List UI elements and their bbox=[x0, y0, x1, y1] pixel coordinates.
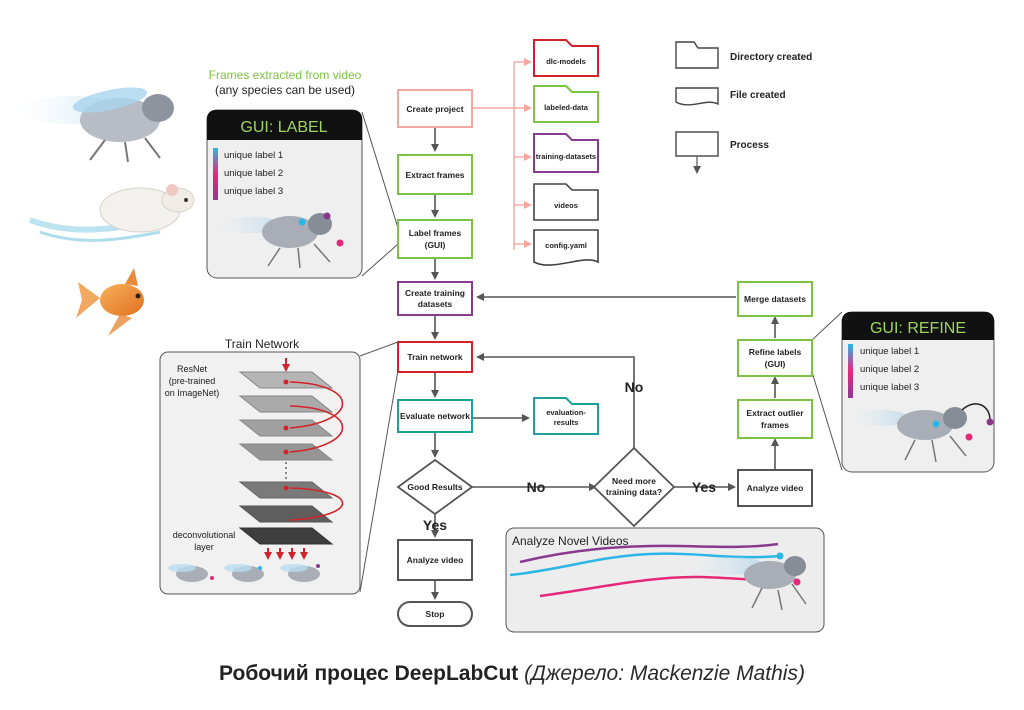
process-refine-labels: Refine labels (GUI) bbox=[737, 339, 813, 377]
fly-image-top bbox=[20, 87, 174, 163]
create-project-label: Create project bbox=[406, 104, 463, 114]
evaluation-results-label-2: results bbox=[554, 418, 579, 427]
process-analyze-video-main: Analyze video bbox=[397, 539, 473, 581]
videos-label: videos bbox=[554, 201, 578, 210]
training-data-label: training data? bbox=[606, 487, 662, 497]
caption-title: Робочий процес DeepLabCut bbox=[219, 662, 519, 685]
evaluate-network-label: Evaluate network bbox=[400, 411, 470, 421]
resnet-label-1: ResNet bbox=[177, 364, 208, 374]
process-create-training-datasets: Create training datasets bbox=[397, 281, 473, 316]
process-create-project: Create project bbox=[397, 89, 473, 128]
gui-refine-title: GUI: REFINE bbox=[870, 320, 966, 337]
gui-refine-item-2: unique label 2 bbox=[860, 364, 919, 375]
gui-label-panel: GUI: LABEL unique label 1 unique label 2… bbox=[206, 109, 363, 279]
gui-label-item-1: unique label 1 bbox=[224, 150, 283, 161]
train-network-panel-title: Train Network bbox=[225, 337, 300, 351]
create-training-datasets-label: datasets bbox=[418, 299, 453, 309]
labeled-data-label: labeled-data bbox=[544, 103, 589, 112]
process-extract-outlier-frames: Extract outlier frames bbox=[737, 399, 813, 439]
legend-process-label: Process bbox=[730, 140, 769, 151]
fly-image-label-panel bbox=[215, 212, 344, 269]
frames-extracted-label: Frames extracted from video bbox=[209, 68, 362, 82]
edge-yes-good-results: Yes bbox=[423, 517, 447, 533]
directory-evaluation-results: evaluation- results bbox=[533, 397, 599, 435]
caption-source: (Джерело: Mackenzie Mathis) bbox=[524, 662, 805, 685]
create-training-label: Create training bbox=[405, 288, 465, 298]
connectors bbox=[359, 58, 843, 600]
process-evaluate-network: Evaluate network bbox=[397, 399, 473, 433]
gui-refine-item-3: unique label 3 bbox=[860, 382, 919, 393]
process-merge-datasets: Merge datasets bbox=[737, 281, 813, 317]
config-yaml-label: config.yaml bbox=[545, 241, 587, 250]
refine-color-bar bbox=[848, 344, 853, 398]
evaluation-results-label-1: evaluation- bbox=[546, 408, 586, 417]
dlc-models-label: dlc-models bbox=[546, 57, 586, 66]
extract-outlier-frames-label: frames bbox=[761, 420, 789, 430]
directory-labeled-data: labeled-data bbox=[533, 85, 599, 123]
process-analyze-video-right: Analyze video bbox=[737, 469, 813, 507]
good-results-label: Good Results bbox=[407, 482, 463, 492]
mouse-image bbox=[28, 184, 195, 242]
directory-dlc-models: dlc-models bbox=[533, 39, 599, 77]
legend-process-icon bbox=[675, 131, 719, 157]
refine-labels-gui-label: (GUI) bbox=[765, 359, 786, 369]
resnet-label-3: on ImageNet) bbox=[165, 388, 220, 398]
extract-outlier-label: Extract outlier bbox=[746, 408, 804, 418]
directory-training-datasets: training-datasets bbox=[533, 133, 599, 173]
trajectory-cyan bbox=[509, 552, 781, 577]
deconv-label-2: layer bbox=[194, 542, 214, 552]
gui-refine-item-1: unique label 1 bbox=[860, 346, 919, 357]
extract-frames-label: Extract frames bbox=[405, 170, 464, 180]
refine-labels-label: Refine labels bbox=[749, 347, 802, 357]
process-extract-frames: Extract frames bbox=[397, 154, 473, 195]
goldfish-image bbox=[76, 268, 144, 336]
directory-videos: videos bbox=[533, 183, 599, 221]
edge-yes-need-more: Yes bbox=[692, 479, 716, 495]
edge-no-need-more: No bbox=[625, 379, 644, 395]
analyze-video-right-label: Analyze video bbox=[747, 483, 804, 493]
label-color-bar bbox=[213, 148, 218, 200]
gui-label-item-2: unique label 2 bbox=[224, 168, 283, 179]
legend-file-icon bbox=[675, 87, 719, 106]
resnet-label-2: (pre-trained bbox=[169, 376, 216, 386]
any-species-label: (any species can be used) bbox=[215, 83, 355, 97]
train-network-label: Train network bbox=[407, 352, 463, 362]
training-datasets-label: training-datasets bbox=[536, 152, 596, 161]
legend-file-label: File created bbox=[730, 90, 786, 101]
train-network-panel: Train Network ResNet (pre-trained on Ima… bbox=[159, 337, 361, 595]
legend-directory-label: Directory created bbox=[730, 52, 812, 63]
decision-good-results: Good Results bbox=[396, 458, 474, 516]
gui-label-item-3: unique label 3 bbox=[224, 186, 283, 197]
legend: Directory created File created Process bbox=[675, 41, 812, 174]
process-train-network: Train network bbox=[397, 341, 473, 373]
fly-thumbnails bbox=[168, 564, 320, 582]
label-frames-gui-label: (GUI) bbox=[425, 240, 446, 250]
edge-no-good-results: No bbox=[527, 479, 546, 495]
deeplabcut-workflow-diagram: Frames extracted from video (any species… bbox=[20, 39, 995, 633]
analyze-video-main-label: Analyze video bbox=[407, 555, 464, 565]
stop-label: Stop bbox=[426, 609, 445, 619]
analyze-novel-videos-panel: Analyze Novel Videos bbox=[505, 527, 825, 633]
process-label-frames: Label frames (GUI) bbox=[397, 219, 473, 259]
file-config-yaml: config.yaml bbox=[533, 229, 599, 266]
fly-image-analyze-panel bbox=[694, 552, 807, 611]
figure-caption: Робочий процес DeepLabCut (Джерело: Mack… bbox=[0, 662, 1024, 686]
merge-datasets-label: Merge datasets bbox=[744, 294, 806, 304]
legend-directory-icon bbox=[675, 41, 719, 69]
decision-need-more-training-data: Need more training data? bbox=[592, 446, 676, 528]
analyze-novel-videos-title: Analyze Novel Videos bbox=[512, 534, 629, 548]
network-layers bbox=[238, 358, 344, 560]
gui-refine-panel: GUI: REFINE unique label 1 unique label … bbox=[841, 311, 995, 473]
fly-image-refine-panel bbox=[850, 403, 994, 463]
trajectory-purple bbox=[519, 542, 779, 564]
deconv-label-1: deconvolutional bbox=[173, 530, 236, 540]
terminal-stop: Stop bbox=[397, 601, 473, 627]
label-frames-label: Label frames bbox=[409, 228, 462, 238]
need-more-label: Need more bbox=[612, 476, 656, 486]
gui-label-title: GUI: LABEL bbox=[240, 119, 327, 136]
